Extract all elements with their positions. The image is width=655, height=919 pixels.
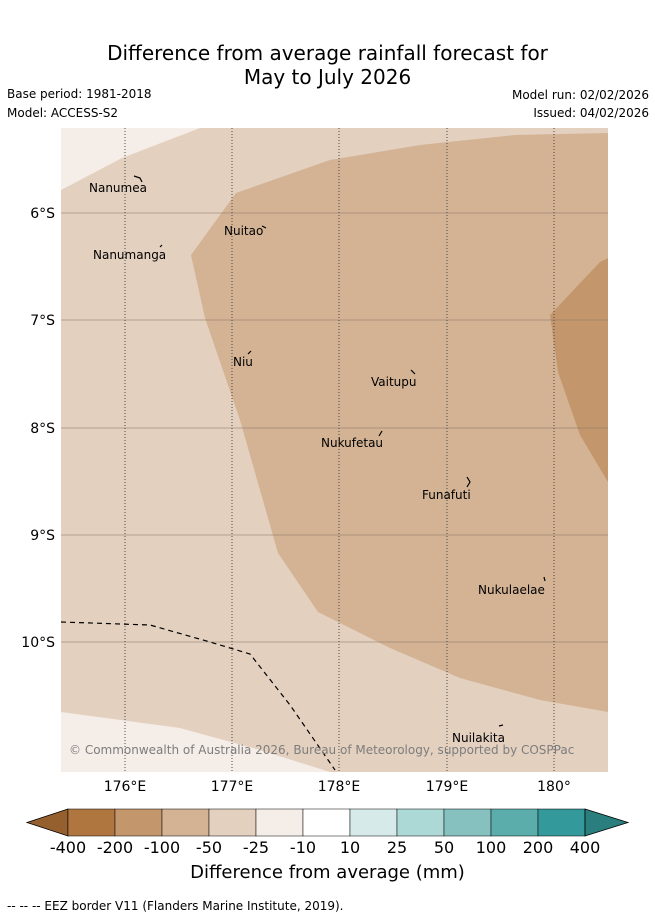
label-vaitupu: Vaitupu [371,375,417,389]
colorbar-tick-label: -400 [49,838,87,857]
map-title-line-2: May to July 2026 [243,65,412,89]
colorbar-swatch [443,808,492,837]
island-nukufetau [378,430,383,437]
island-nuitao [261,225,267,229]
lat-label-6s: 6°S [30,206,55,222]
colorbar-swatch [114,808,163,837]
island-nanumanga [159,244,163,248]
label-nanumanga: Nanumanga [93,248,166,262]
lat-label-10s: 10°S [21,635,55,651]
island-funafuti [466,476,471,488]
island-nuilakita [498,724,504,727]
colorbar-tick-label: -10 [289,838,317,857]
colorbar-tick-label: 200 [522,838,554,857]
longitude-gridlines [124,128,555,772]
colorbar-extend-high [584,808,630,837]
colorbar-swatch [255,808,304,837]
colorbar-swatch [302,808,351,837]
island-vaitupu [410,369,416,375]
lon-label-176e: 176°E [104,779,147,795]
label-funafuti: Funafuti [422,488,471,502]
label-nukufetau: Nukufetau [321,436,383,450]
base-period: Base period: 1981-2018 [7,87,152,101]
colorbar-tick-label: 100 [475,838,507,857]
issued-date: Issued: 04/02/2026 [533,106,649,120]
label-nuilakita: Nuilakita [452,731,505,745]
colorbar-swatch [490,808,539,837]
label-nuitao: Nuitao [224,224,263,238]
colorbar-tick-label: 50 [433,838,455,857]
model-name: Model: ACCESS-S2 [7,106,119,120]
island-niu [247,350,252,355]
colorbar-swatch [396,808,445,837]
label-nanumea: Nanumea [89,181,147,195]
eez-border-line [61,621,336,771]
lat-label-7s: 7°S [30,313,55,329]
lon-label-180: 180° [537,779,571,795]
colorbar-tick-label: 10 [339,838,361,857]
latitude-gridlines [61,212,608,643]
colorbar-tick-label: -50 [195,838,223,857]
colorbar-tick-label: -200 [96,838,134,857]
colorbar-extend-low [25,808,69,837]
colorbar-tick-label: -25 [242,838,270,857]
colorbar-title: Difference from average (mm) [190,862,465,883]
island-nanumea [133,175,143,183]
lon-label-177e: 177°E [211,779,254,795]
colorbar-swatch [67,808,116,837]
colorbar-swatch [537,808,586,837]
lat-label-9s: 9°S [30,528,55,544]
colorbar-swatch [208,808,257,837]
colorbar-tick-label: -100 [143,838,181,857]
band-minus-100-to-200 [550,258,608,482]
lon-label-178e: 178°E [318,779,361,795]
colorbar-swatch [349,808,398,837]
copyright-notice: © Commonwealth of Australia 2026, Bureau… [69,743,574,757]
model-run-date: Model run: 02/02/2026 [511,88,649,102]
colorbar-tick-label: 400 [569,838,601,857]
lon-label-179e: 179°E [426,779,469,795]
map-plot-area: Nanumea Nuitao Nanumanga Niu Vaitupu Nuk… [61,128,608,772]
lat-label-8s: 8°S [30,421,55,437]
label-niu: Niu [233,355,253,369]
colorbar-tick-label: 25 [386,838,408,857]
eez-legend-note: -- -- -- EEZ border V11 (Flanders Marine… [7,899,344,913]
island-outlines [133,175,546,727]
colorbar [25,808,630,837]
island-nukulaelae [543,576,546,582]
map-title-line-1: Difference from average rainfall forecas… [107,41,548,65]
colorbar-swatch [161,808,210,837]
label-nukulaelae: Nukulaelae [478,583,545,597]
band-minus-50-to-100 [191,133,608,712]
